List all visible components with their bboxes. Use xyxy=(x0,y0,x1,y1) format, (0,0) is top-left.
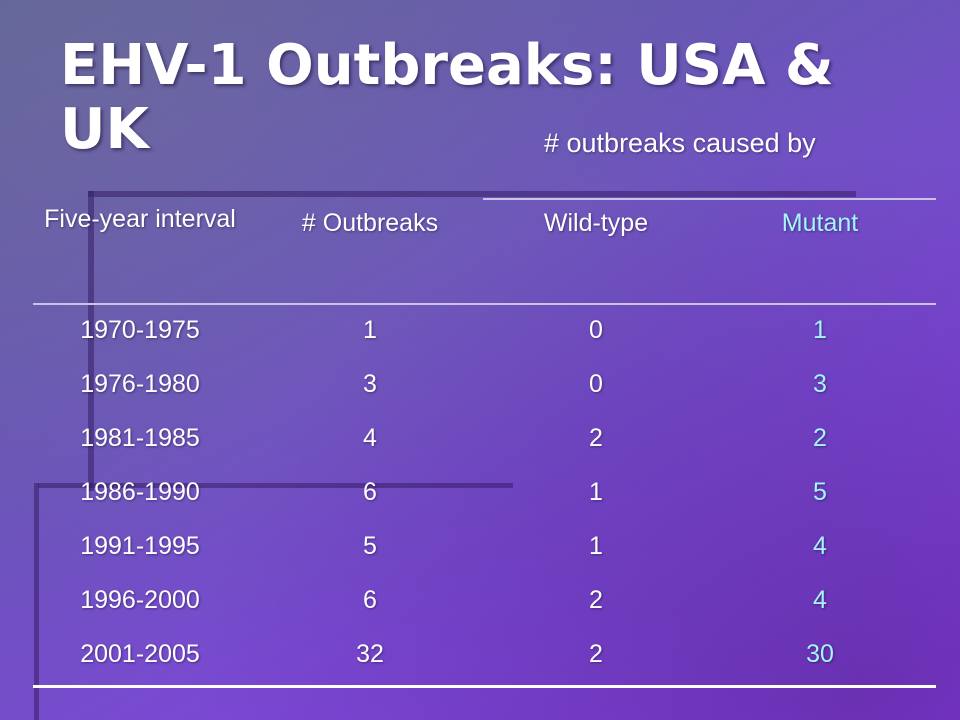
cell-outbreaks: 6 xyxy=(363,478,377,506)
slide-subtitle: # outbreaks caused by xyxy=(544,128,816,158)
cell-interval: 2001-2005 xyxy=(80,640,200,668)
header-mutant: Mutant xyxy=(781,209,859,237)
cell-wild-type: 0 xyxy=(589,316,603,344)
header-interval: Five-year interval xyxy=(44,205,236,233)
slide-title: EHV-1 Outbreaks: USA & UK xyxy=(60,33,834,162)
cell-interval: 1991-1995 xyxy=(80,532,200,560)
cell-interval: 1976-1980 xyxy=(80,370,200,398)
cell-outbreaks: 32 xyxy=(356,640,384,668)
table-bottom-rule xyxy=(33,685,936,688)
cell-wild-type: 1 xyxy=(589,478,603,506)
cell-outbreaks: 1 xyxy=(363,316,377,344)
cell-outbreaks: 3 xyxy=(363,370,377,398)
cell-mutant: 4 xyxy=(813,586,827,614)
cell-mutant: 4 xyxy=(813,532,827,560)
cell-mutant: 5 xyxy=(813,478,827,506)
cell-mutant: 3 xyxy=(813,370,827,398)
cell-mutant: 2 xyxy=(813,424,827,452)
cell-interval: 1986-1990 xyxy=(80,478,200,506)
cell-outbreaks: 5 xyxy=(363,532,377,560)
cell-wild-type: 2 xyxy=(589,640,603,668)
decorative-line xyxy=(88,191,94,491)
cell-wild-type: 0 xyxy=(589,370,603,398)
header-outbreaks: # Outbreaks xyxy=(301,209,439,237)
table-top-rule xyxy=(483,198,936,200)
decorative-line xyxy=(88,191,856,197)
cell-outbreaks: 4 xyxy=(363,424,377,452)
cell-mutant: 1 xyxy=(813,316,827,344)
header-wild-type: Wild-type xyxy=(543,209,649,237)
cell-wild-type: 2 xyxy=(589,586,603,614)
cell-interval: 1970-1975 xyxy=(80,316,200,344)
cell-outbreaks: 6 xyxy=(363,586,377,614)
decorative-line xyxy=(34,483,39,720)
cell-interval: 1996-2000 xyxy=(80,586,200,614)
table-header-rule xyxy=(33,303,936,305)
cell-wild-type: 1 xyxy=(589,532,603,560)
cell-interval: 1981-1985 xyxy=(80,424,200,452)
decorative-line xyxy=(38,483,513,488)
cell-mutant: 30 xyxy=(806,640,834,668)
cell-wild-type: 2 xyxy=(589,424,603,452)
